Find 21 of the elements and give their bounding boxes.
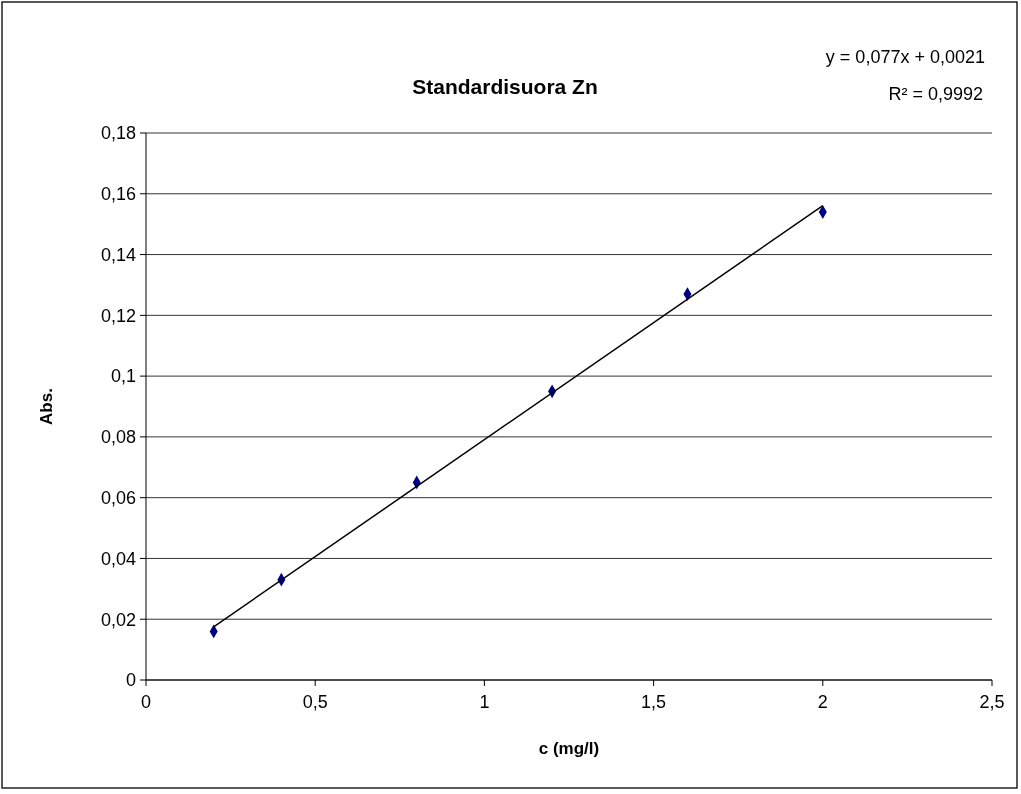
y-tick-label: 0,06: [100, 487, 136, 508]
x-tick-label: 0,5: [302, 692, 328, 712]
y-tick-label: 0,14: [100, 244, 136, 265]
x-tick-label: 1,5: [641, 692, 667, 712]
chart-title: Standardisuora Zn: [412, 75, 598, 98]
y-tick-label: 0,02: [100, 609, 136, 630]
y-tick-label: 0,18: [100, 123, 136, 144]
y-tick-label: 0,1: [110, 366, 136, 387]
y-tick-label: 0,08: [100, 427, 136, 448]
y-tick-label: 0,12: [100, 305, 136, 326]
text: R² = 0,9992: [888, 84, 983, 104]
y-tick-label: 0,04: [100, 548, 136, 569]
x-tick-label: 2: [817, 692, 828, 712]
y-axis-title: Abs.: [37, 388, 56, 425]
text: y = 0,077x + 0,0021: [825, 47, 985, 67]
y-tick-label: 0,16: [100, 184, 136, 205]
x-tick-label: 1: [479, 692, 490, 712]
x-tick-label: 0: [140, 692, 152, 712]
y-tick-label: 0: [125, 670, 136, 691]
x-axis-title: c (mg/l): [538, 739, 600, 758]
x-tick-label: 2,5: [979, 692, 1005, 712]
